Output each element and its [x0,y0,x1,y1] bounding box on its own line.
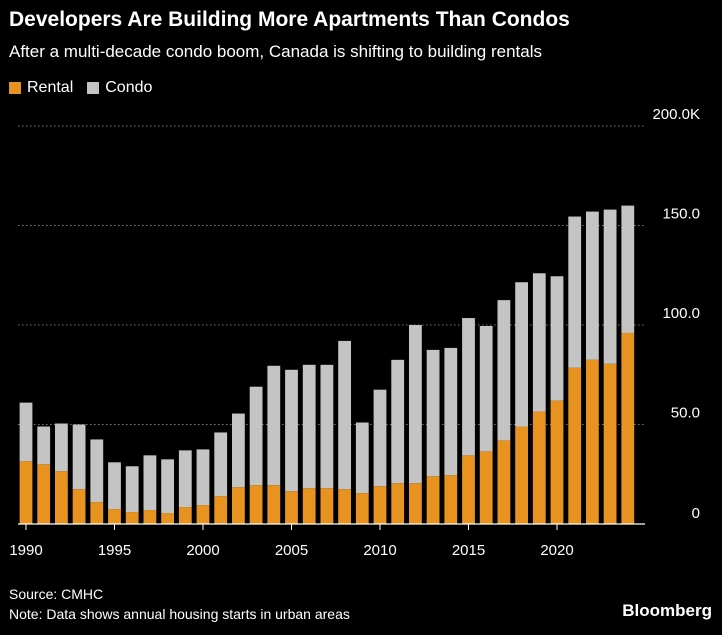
bar-rental [532,411,546,524]
bar-condo [90,439,104,503]
legend-label-rental: Rental [27,79,74,96]
legend: Rental Condo [9,79,166,97]
bar-rental [19,461,33,524]
bar-condo [320,364,334,489]
bar-condo [285,369,298,492]
bar-condo [444,347,458,476]
bar-condo [143,455,157,511]
bar-rental [426,476,440,524]
bar-rental [391,483,405,524]
bar-condo [108,462,121,510]
bar-rental [586,359,599,524]
bar-rental [214,496,228,524]
bar-rental [409,483,422,524]
bar-condo [426,349,440,477]
bar-rental [603,363,617,524]
chart-subtitle: After a multi-decade condo boom, Canada … [9,42,542,61]
bar-rental [125,512,139,524]
bar-condo [55,423,68,472]
bar-condo [178,450,192,508]
bar-condo [161,459,174,514]
x-tick-label: 1990 [9,542,42,559]
bar-condo [462,318,475,456]
bar-condo [603,209,617,364]
bar-rental [568,367,582,524]
bar-rental [72,489,86,524]
bar-rental [515,426,528,524]
chart-title: Developers Are Building More Apartments … [9,8,570,31]
bar-rental [462,455,475,524]
bar-condo [532,273,546,412]
legend-swatch-condo [87,82,100,94]
bar-condo [373,389,387,487]
bar-condo [391,359,405,484]
bar-rental [550,400,564,524]
bar-condo [409,325,422,484]
bar-condo [586,211,599,360]
bar-condo [19,402,33,462]
bar-rental [143,510,157,524]
bar-condo [355,422,369,494]
y-tick-label: 50.0 [671,405,700,422]
x-tick-label: 2020 [540,542,573,559]
bar-rental [249,485,263,524]
bar-rental [37,464,51,524]
legend-item-condo: Condo [87,79,152,97]
x-tick-label: 2000 [186,542,219,559]
bar-rental [320,488,334,524]
x-tick-label: 2005 [275,542,308,559]
bar-rental [55,471,68,524]
bar-condo [232,413,245,488]
bar-rental [621,332,635,524]
bar-condo [125,466,139,513]
bar-condo [196,449,210,506]
bar-condo [249,386,263,486]
legend-swatch-rental [9,82,21,94]
bar-condo [497,300,511,441]
legend-label-condo: Condo [105,79,153,96]
bar-condo [621,205,635,333]
y-tick-label: 0 [692,505,700,522]
bar-rental [302,488,316,524]
bar-condo [515,282,528,427]
legend-item-rental: Rental [9,79,73,97]
bar-rental [232,487,245,524]
bar-rental [108,509,121,524]
x-tick-label: 2010 [363,542,396,559]
bloomberg-logo: Bloomberg [622,601,712,620]
x-tick-label: 1995 [98,542,131,559]
bar-rental [444,475,458,524]
bar-condo [479,325,493,452]
bar-rental [373,486,387,524]
bar-rental [90,502,104,524]
x-tick-label: 2015 [452,542,485,559]
bar-condo [302,364,316,489]
y-tick-label: 200.0K [652,106,700,123]
bar-rental [267,485,281,524]
bar-condo [267,365,281,486]
bar-condo [72,424,86,490]
bar-rental [161,513,174,524]
bar-condo [568,216,582,368]
bar-condo [338,340,351,490]
y-tick-label: 150.0 [662,206,700,223]
bar-condo [37,426,51,465]
bar-rental [196,505,210,524]
bar-condo [550,276,564,401]
bar-rental [479,451,493,524]
data-note: Note: Data shows annual housing starts i… [9,606,350,622]
bar-rental [178,507,192,524]
source-note: Source: CMHC [9,586,104,602]
bar-rental [355,493,369,524]
y-tick-label: 100.0 [662,305,700,322]
bar-rental [338,489,351,524]
bar-rental [285,491,298,524]
bar-condo [214,432,228,497]
bar-rental [497,440,511,524]
